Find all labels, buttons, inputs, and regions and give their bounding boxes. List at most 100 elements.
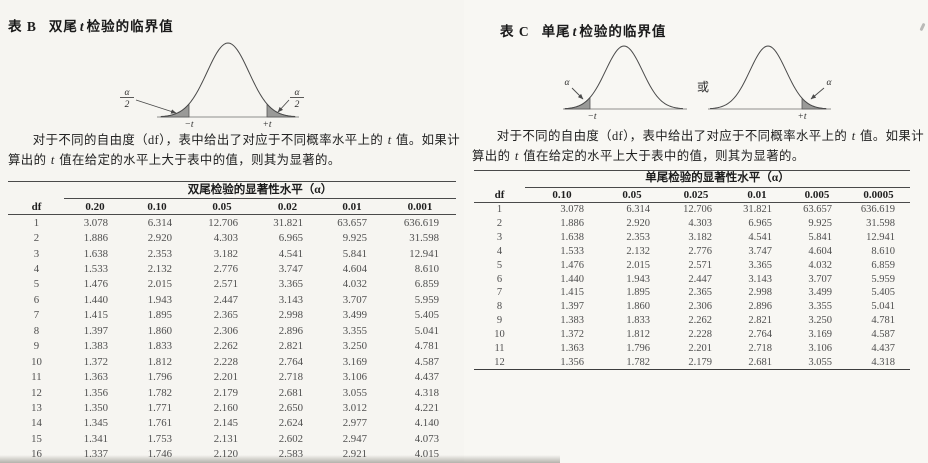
t-value-cell: 2.776	[688, 245, 712, 257]
table-row: 4 1.533 2.132 2.776 3.747 4.604 8.610	[8, 261, 456, 276]
df-cell: 5	[496, 259, 503, 271]
t-value-cell: 1.363	[83, 371, 108, 384]
header-row: df 0.20 0.10 0.05 0.02 0.01 0.001	[8, 199, 456, 215]
t-value-cell: 3.747	[748, 245, 772, 257]
column-header-alpha: 0.05	[599, 188, 665, 203]
t-value-cell: 6.859	[871, 259, 895, 271]
t-value-cell: 2.977	[342, 417, 367, 430]
t-value-cell: 12.706	[208, 216, 238, 229]
desc-t2: t	[514, 148, 519, 163]
t-value-cell: 2.015	[147, 278, 172, 291]
table-row: 13 1.350 1.771 2.160 2.650 3.012 4.221	[8, 400, 456, 415]
alpha-half-denominator-right: 2	[295, 100, 300, 110]
t-value-cell: 63.657	[803, 204, 832, 216]
t-value-cell: 4.437	[871, 342, 895, 354]
t-value-cell: 1.895	[147, 309, 172, 322]
alpha-label-right: α	[827, 78, 833, 88]
page-left: 表 B 双尾 t 检验的临界值 α 2 α 2 −t +t 对于不同的自由	[8, 19, 460, 462]
df-cell: 1	[33, 216, 40, 229]
alpha-half-numerator-right: α	[295, 88, 301, 98]
table-row: 8 1.397 1.860 2.306 2.896 3.355 5.041	[474, 300, 910, 314]
t-value-cell: 1.415	[560, 287, 584, 299]
minus-t-label: −t	[184, 120, 193, 130]
df-cell: 3	[33, 247, 40, 260]
t-value-cell: 1.943	[626, 273, 650, 285]
column-header-alpha: 0.10	[525, 188, 599, 203]
bell-curve	[160, 42, 296, 118]
table-row: 5 1.476 2.015 2.571 3.365 4.032 6.859	[8, 277, 456, 292]
df-cell: 15	[31, 432, 42, 445]
t-value-cell: 2.179	[213, 386, 238, 399]
t-value-cell: 6.314	[147, 216, 172, 229]
t-value-cell: 2.624	[278, 417, 303, 430]
t-value-cell: 1.638	[83, 247, 108, 260]
table-row: 2 1.886 2.920 4.303 6.965 9.925 31.598	[8, 230, 456, 245]
t-value-cell: 1.753	[147, 432, 172, 445]
desc-seg3: 值在给定的水平上大于表中的值，则其为显著的。	[55, 152, 341, 167]
desc-t1: t	[387, 133, 392, 147]
t-value-cell: 636.619	[403, 216, 439, 229]
table-row: 12 1.356 1.782 2.179 2.681 3.055 4.318	[474, 355, 910, 369]
df-cell: 7	[496, 287, 503, 299]
plus-t-label: +t	[797, 112, 806, 122]
alpha-label-left: α	[565, 78, 571, 88]
t-value-cell: 6.859	[414, 278, 439, 291]
t-value-cell: 2.306	[213, 324, 238, 337]
column-header-df: df	[8, 199, 65, 215]
df-cell: 16	[8, 447, 65, 462]
column-header-alpha: 0.20	[65, 199, 125, 215]
t-value-cell: 2.447	[213, 293, 238, 306]
df-cell: 10	[31, 355, 42, 368]
t-value-cell: 3.365	[748, 259, 772, 271]
t-value-cell: 8.610	[871, 245, 895, 257]
t-value-cell: 4.303	[688, 218, 712, 230]
or-label: 或	[697, 80, 709, 94]
t-value-cell: 1.383	[560, 315, 584, 327]
t-value-cell: 1.761	[147, 417, 172, 430]
table-row: 2 1.886 2.920 4.303 6.965 9.925 31.598	[474, 217, 910, 231]
t-value-cell: 1.886	[83, 232, 108, 245]
t-value-cell: 4.587	[414, 355, 439, 368]
t-value-cell: 2.306	[688, 301, 712, 313]
t-value-cell: 6.965	[748, 218, 772, 230]
alpha-half-denominator-left: 2	[125, 100, 130, 110]
table-row: 6 1.440 1.943 2.447 3.143 3.707 5.959	[474, 272, 910, 286]
t-value-cell: 6.314	[626, 204, 650, 216]
t-value-cell: 3.499	[808, 287, 832, 299]
arrow-to-left-tail	[135, 99, 177, 114]
header-row: df 0.10 0.05 0.025 0.01 0.005 0.0005	[474, 188, 910, 203]
alpha-half-numerator-left: α	[125, 88, 131, 98]
desc-t2: t	[50, 152, 55, 167]
t-value-cell: 3.250	[808, 315, 832, 327]
column-header-alpha: 0.10	[125, 199, 189, 215]
t-value-cell: 2.998	[278, 309, 303, 322]
t-value-cell: 1.341	[83, 432, 108, 445]
t-value-cell: 4.781	[871, 315, 895, 327]
df-cell: 4	[496, 245, 503, 257]
table-c-title-post: 检验的临界值	[579, 24, 667, 39]
t-value-cell: 1.345	[83, 417, 108, 430]
t-value-cell: 3.055	[808, 356, 832, 368]
t-value-cell: 2.131	[213, 432, 238, 445]
column-header-alpha: 0.05	[189, 199, 255, 215]
t-value-cell: 1.372	[560, 329, 584, 341]
t-value-cell: 1.860	[147, 324, 172, 337]
t-value-cell: 2.896	[748, 301, 772, 313]
t-value-cell: 2.365	[213, 309, 238, 322]
t-value-cell: 2.179	[688, 356, 712, 368]
t-value-cell: 3.250	[342, 340, 367, 353]
table-c-description: 对于不同的自由度（df），表中给出了对应于不同概率水平上的 t 值。如果计算出的…	[472, 127, 924, 166]
df-cell: 3	[496, 232, 503, 244]
t-value-cell: 4.781	[414, 340, 439, 353]
t-value-cell: 5.841	[808, 232, 832, 244]
bell-curve-left	[564, 45, 684, 110]
desc-seg1: 对于不同的自由度（df），表中给出了对应于不同概率水平上的	[32, 133, 387, 147]
t-value-cell: 4.541	[278, 247, 303, 260]
shaded-right-tail	[266, 102, 296, 118]
t-value-cell: 3.106	[808, 342, 832, 354]
t-value-cell: 2.602	[278, 432, 303, 445]
table-row: 10 1.372 1.812 2.228 2.764 3.169 4.587	[8, 354, 456, 369]
t-value-cell: 4.587	[871, 329, 895, 341]
t-value-cell: 1.350	[83, 401, 108, 414]
t-value-cell: 3.499	[342, 309, 367, 322]
